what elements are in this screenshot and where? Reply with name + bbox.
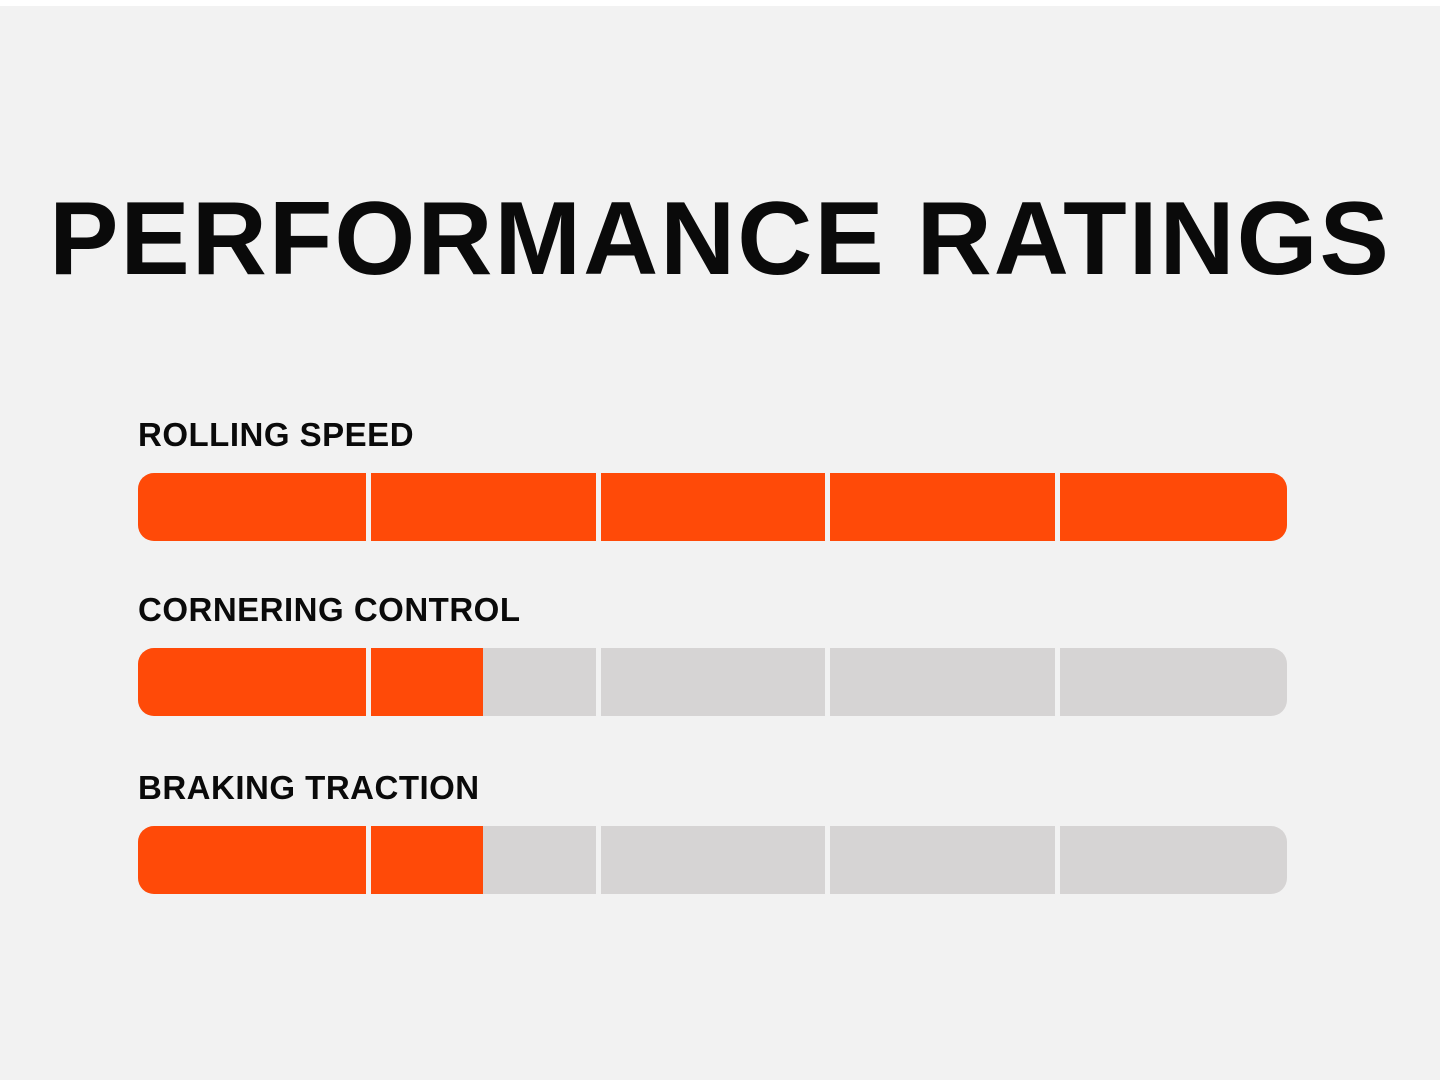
rating-label: BRAKING TRACTION xyxy=(138,769,480,806)
rating-bar-divider xyxy=(1055,648,1060,716)
page-title: PERFORMANCE RATINGS xyxy=(49,181,1391,297)
rating-bar-divider xyxy=(366,826,371,894)
rating-bar-fill xyxy=(138,826,483,894)
rating-bar-divider xyxy=(596,826,601,894)
rating-bar-divider xyxy=(366,473,371,541)
rating-label: CORNERING CONTROL xyxy=(138,591,521,628)
background-panel: PERFORMANCE RATINGS ROLLING SPEED CORNER… xyxy=(0,6,1440,1080)
rating-bar xyxy=(138,826,1287,894)
rating-bar xyxy=(138,473,1287,541)
rating-bar xyxy=(138,648,1287,716)
rating-bar-fill xyxy=(138,648,483,716)
rating-bar-divider xyxy=(366,648,371,716)
rating-bar-divider xyxy=(1055,473,1060,541)
rating-bar-divider xyxy=(596,473,601,541)
rating-bar-divider xyxy=(825,648,830,716)
rating-bar-divider xyxy=(596,648,601,716)
rating-bar-fill xyxy=(138,473,1287,541)
rating-bar-divider xyxy=(825,826,830,894)
rating-bar-divider xyxy=(825,473,830,541)
rating-label: ROLLING SPEED xyxy=(138,416,415,453)
rating-bar-divider xyxy=(1055,826,1060,894)
